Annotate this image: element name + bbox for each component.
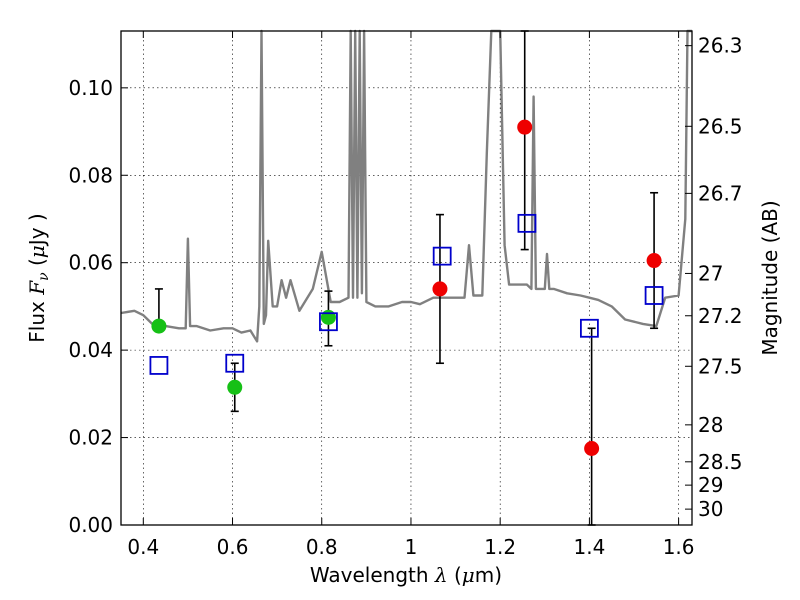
- data-point: [584, 440, 600, 456]
- x-tick-label: 0.4: [127, 535, 159, 559]
- data-point: [227, 379, 243, 395]
- data-point: [151, 318, 167, 334]
- magnitude-tick-label: 27: [698, 261, 723, 285]
- x-tick-label: 1.6: [663, 535, 695, 559]
- model-point: [644, 286, 664, 305]
- magnitude-tick-label: 26.7: [698, 181, 743, 205]
- spectrum-series: [120, 29, 692, 343]
- magnitude-tick-label: 28: [698, 413, 723, 437]
- y-tick-label: 0.08: [68, 163, 113, 187]
- magnitude-tick-label: 28.5: [698, 450, 743, 474]
- model-point: [319, 312, 338, 332]
- spectrum-line: [120, 29, 692, 343]
- data-point: [432, 281, 448, 297]
- y-axis-ticks: 0.00 0.02 0.04 0.06 0.08 0.10: [68, 76, 128, 537]
- model-point: [517, 213, 537, 233]
- x-axis-label: Wavelength λ (μm): [310, 563, 502, 587]
- plot-frame: [120, 30, 693, 526]
- model-point: [225, 353, 245, 373]
- magnitude-tick-label: 30: [698, 497, 723, 521]
- x-tick-label: 1.4: [573, 535, 605, 559]
- y-tick-label: 0.10: [68, 76, 113, 100]
- model-point: [432, 246, 452, 266]
- data-point: [320, 309, 336, 325]
- y-tick-label: 0.02: [68, 426, 113, 450]
- data-markers: [149, 119, 664, 456]
- data-point: [517, 119, 533, 135]
- x-tick-label: 1.2: [484, 535, 516, 559]
- x-tick-label: 1: [405, 535, 418, 559]
- magnitude-tick-label: 27.2: [698, 304, 743, 328]
- x-tick-label: 0.8: [306, 535, 338, 559]
- model-point: [149, 356, 169, 375]
- magnitude-tick-label: 29: [698, 473, 723, 497]
- y-tick-label: 0.04: [68, 338, 113, 362]
- magnitude-tick-label: 26.3: [698, 34, 743, 58]
- x-axis-ticks: 0.4 0.6 0.8 1 1.2 1.4 1.6: [127, 31, 695, 559]
- magnitude-tick-label: 26.5: [698, 114, 743, 138]
- plot-background: [121, 31, 692, 525]
- magnitude-axis-label: Magnitude (AB): [758, 200, 782, 355]
- x-tick-label: 0.6: [217, 535, 249, 559]
- y-tick-label: 0.00: [68, 513, 113, 537]
- y-tick-label: 0.06: [68, 251, 113, 275]
- y-axis-label: Flux Fν (μJy ): [25, 213, 52, 342]
- data-point: [646, 253, 662, 269]
- model-point: [579, 318, 599, 338]
- magnitude-tick-label: 27.5: [698, 354, 743, 378]
